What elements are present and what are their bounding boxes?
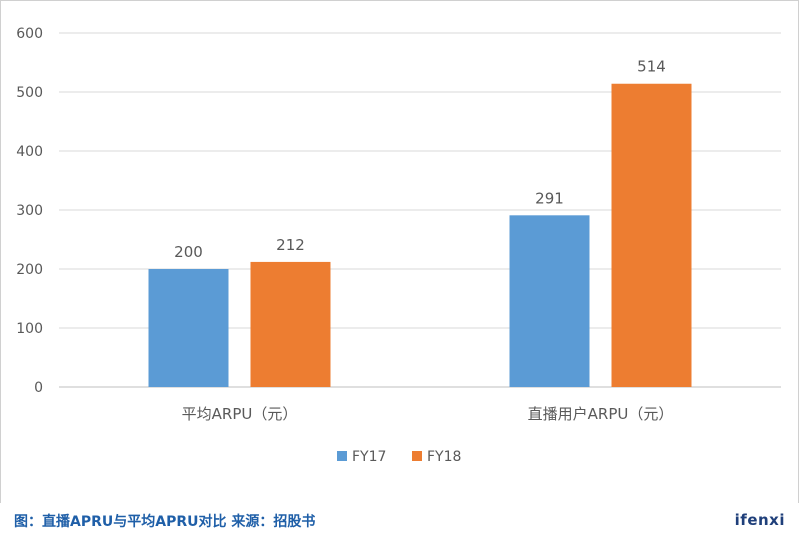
bar xyxy=(509,215,590,387)
y-tick-label: 500 xyxy=(16,85,43,101)
bar xyxy=(148,269,229,387)
bar-chart: 0 100 200 300 400 500 600 200 212 平均ARPU（元） 291 514… xyxy=(16,26,781,465)
y-tick-label: 300 xyxy=(16,203,43,219)
legend-label: FY17 xyxy=(352,449,386,465)
data-label: 212 xyxy=(276,236,305,254)
chart-caption: 图：直播APRU与平均APRU对比 来源：招股书 xyxy=(14,514,316,530)
y-tick-label: 400 xyxy=(16,144,43,160)
bar xyxy=(611,83,692,388)
legend-swatch xyxy=(412,451,422,461)
legend-label: FY18 xyxy=(427,449,461,465)
footer: 图：直播APRU与平均APRU对比 来源：招股书 ifenxi xyxy=(0,503,799,538)
brand-logo: ifenxi xyxy=(734,511,785,529)
bar xyxy=(250,261,331,387)
y-tick-label: 0 xyxy=(34,380,43,396)
data-label: 514 xyxy=(637,58,666,76)
x-category-label: 直播用户ARPU（元） xyxy=(528,405,674,423)
chart-frame: 0 100 200 300 400 500 600 200 212 平均ARPU（元） 291 514… xyxy=(0,0,799,504)
data-label: 291 xyxy=(535,189,564,207)
y-tick-label: 600 xyxy=(16,26,43,42)
y-tick-label: 200 xyxy=(16,262,43,278)
y-tick-label: 100 xyxy=(16,321,43,337)
x-category-label: 平均ARPU（元） xyxy=(182,405,298,423)
legend-swatch xyxy=(337,451,347,461)
data-label: 200 xyxy=(174,243,203,261)
